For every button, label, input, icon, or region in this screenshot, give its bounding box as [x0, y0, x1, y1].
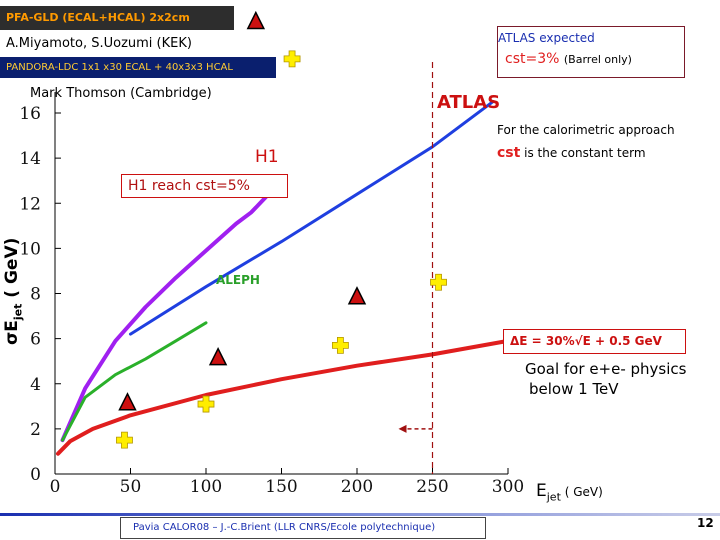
ilc-goal-curve [56, 338, 510, 456]
h1-reach-box: H1 reach cst=5% [121, 174, 288, 198]
atlas-curve [129, 100, 495, 336]
reference-arrow-head [398, 424, 407, 433]
authors-label: A.Miyamoto, S.Uozumi (KEK) [6, 36, 192, 51]
triangle-marker [347, 286, 367, 305]
y-tick-label: 16 [19, 104, 41, 124]
triangle-marker [118, 392, 137, 411]
y-tick-label: 12 [19, 194, 41, 214]
x-tick-label: 100 [190, 477, 222, 497]
chart-axes: 0 2 4 6 8 10 12 14 16 0 50 100 150 200 250 300 [19, 92, 524, 497]
atlas-cst-label: cst=3% (Barrel only) [505, 51, 632, 67]
pandora-legend: PANDORA-LDC 1x1 x30 ECAL + 40x3x3 HCAL [0, 57, 276, 78]
goal-text-line2: below 1 TeV [529, 380, 619, 398]
y-axis-unit: ( GeV) [2, 237, 22, 304]
y-tick-label: 0 [30, 465, 41, 485]
x-axis-unit: ( GeV) [560, 485, 603, 499]
cross-marker [283, 50, 301, 68]
y-axis-label: σEjet ( GeV) [2, 238, 24, 345]
y-axis-symbol: σE [2, 320, 22, 345]
footer-citation: Pavia CALOR08 – J.-C.Brient (LLR CNRS/Ec… [120, 517, 486, 539]
calo-note-rest: is the constant term [520, 146, 646, 160]
x-tick-label: 0 [50, 477, 61, 497]
atlas-cst-note: (Barrel only) [563, 53, 632, 66]
y-axis-subscript: jet [11, 303, 25, 321]
triangle-marker [246, 10, 266, 30]
y-tick-label: 10 [19, 239, 41, 259]
x-tick-label: 50 [120, 477, 142, 497]
h1-curve-label: H1 [255, 147, 279, 167]
footer-divider [0, 513, 720, 516]
page-number: 12 [697, 516, 714, 530]
atlas-curve-label: ATLAS [437, 92, 501, 113]
triangle-marker [208, 346, 228, 366]
y-tick-label: 6 [30, 330, 41, 350]
aleph-curve [61, 321, 208, 442]
cross-marker [116, 431, 133, 449]
y-tick-label: 4 [30, 375, 41, 395]
x-tick-label: 150 [265, 477, 297, 497]
x-axis-subscript: jet [546, 490, 561, 504]
calorimetric-note-line2: cst is the constant term [497, 145, 646, 161]
thomson-label: Mark Thomson (Cambridge) [30, 86, 212, 101]
chart-series [56, 100, 510, 456]
calo-cst-word: cst [497, 145, 521, 161]
x-tick-label: 250 [416, 477, 448, 497]
h1-curve [60, 194, 269, 443]
y-tick-label: 8 [30, 285, 41, 305]
cross-marker [197, 395, 215, 413]
y-tick-label: 14 [19, 149, 41, 169]
x-axis-label: Ejet ( GeV) [536, 481, 603, 503]
pfa-gld-legend: PFA-GLD (ECAL+HCAL) 2x2cm [0, 6, 234, 30]
calorimetric-note-line1: For the calorimetric approach [497, 123, 675, 137]
atlas-cst-value: cst=3% [505, 51, 560, 67]
x-tick-label: 300 [492, 477, 524, 497]
energy-resolution-formula: ΔE = 30%√E + 0.5 GeV [503, 329, 686, 354]
cross-marker [430, 273, 447, 291]
x-axis-symbol: E [536, 481, 547, 501]
atlas-expected-title: ATLAS expected [498, 31, 595, 45]
y-tick-label: 2 [30, 420, 41, 440]
goal-text-line1: Goal for e+e- physics [525, 360, 687, 378]
aleph-curve-label: ALEPH [216, 273, 260, 287]
chart-markers [116, 10, 447, 449]
x-tick-label: 200 [341, 477, 373, 497]
atlas-expected-box [497, 26, 685, 78]
cross-marker [331, 336, 349, 354]
reference-line [398, 62, 434, 474]
